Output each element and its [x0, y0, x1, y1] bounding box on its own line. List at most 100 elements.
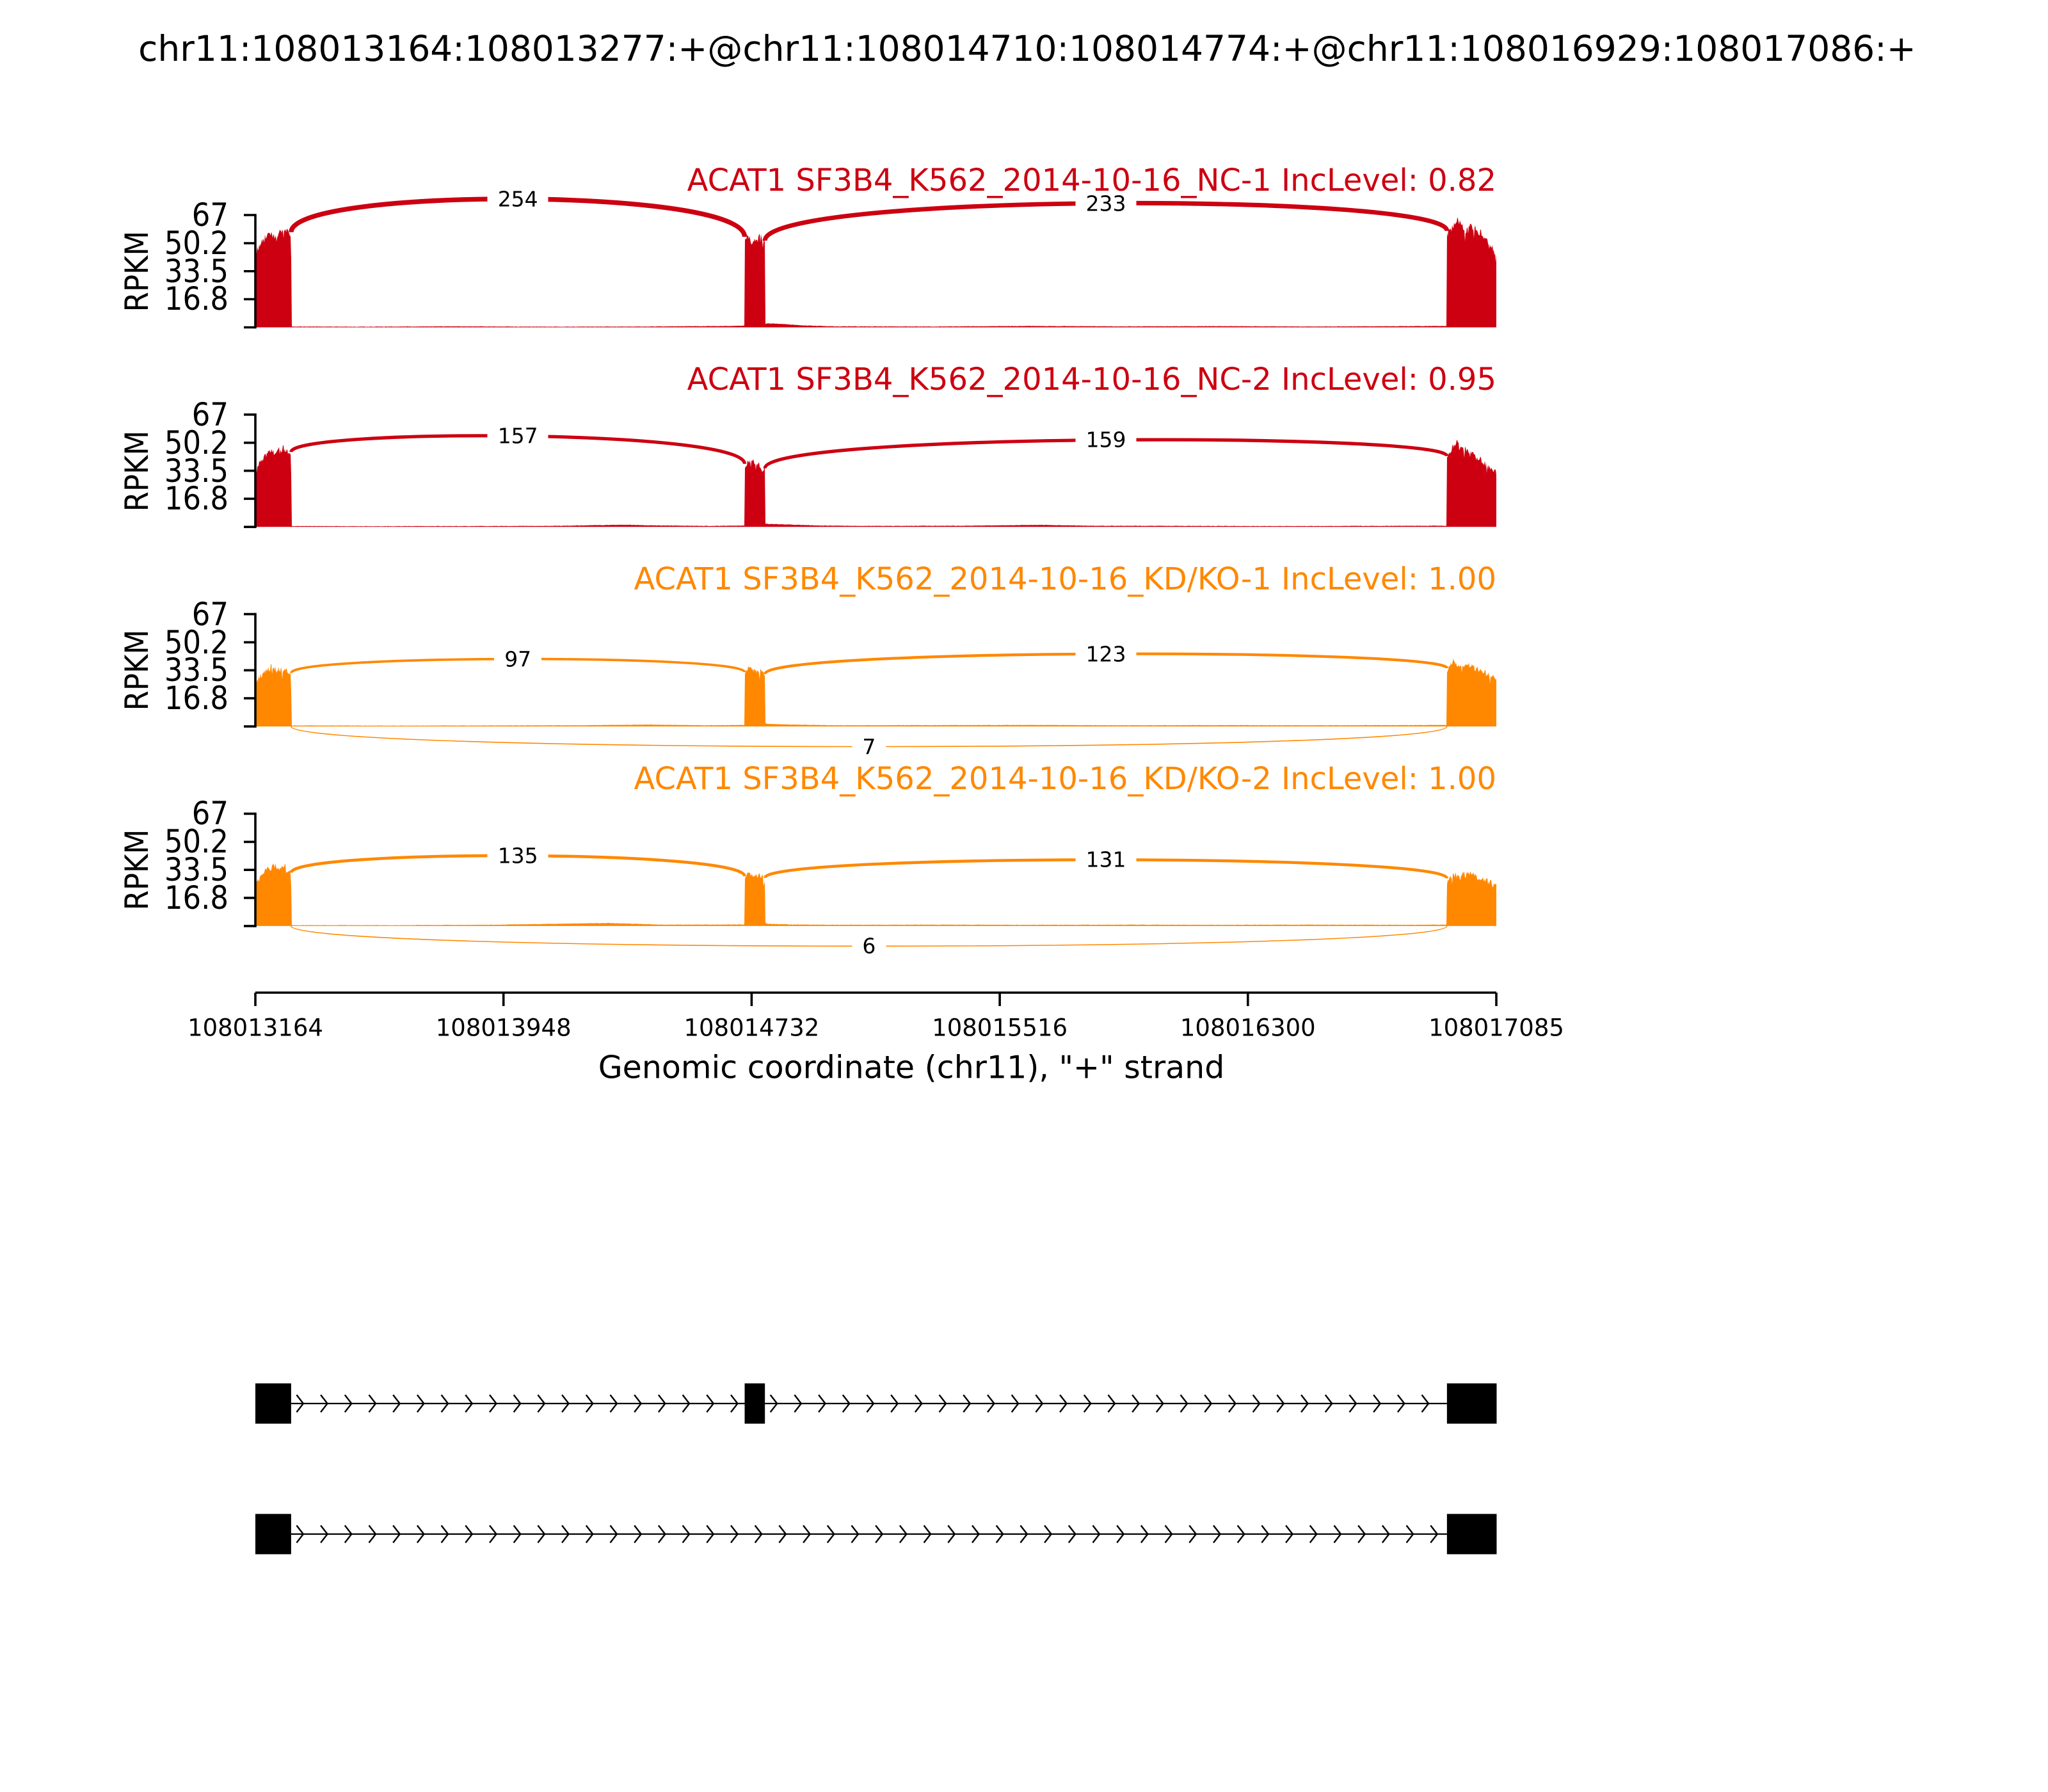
intron-arrow-icon: [963, 1394, 972, 1413]
intron-arrow-icon: [440, 1524, 449, 1544]
xtick-108013164: 108013164: [188, 1014, 323, 1042]
intron-arrow-icon: [1236, 1524, 1245, 1544]
intron-arrow-icon: [875, 1524, 884, 1544]
track-0-ytick-16.8: 16.8: [164, 280, 228, 318]
intron-arrow-icon: [1285, 1524, 1294, 1544]
intron-arrow-icon: [706, 1394, 715, 1413]
xtick-108016300: 108016300: [1180, 1014, 1316, 1042]
xtick-108017085: 108017085: [1428, 1014, 1564, 1042]
track-3-junction-count-6: 6: [852, 933, 886, 959]
intron-arrow-icon: [1155, 1394, 1164, 1413]
intron-arrow-icon: [1405, 1524, 1414, 1544]
intron-arrow-icon: [609, 1394, 618, 1413]
intron-arrow-icon: [1333, 1524, 1342, 1544]
intron-arrow-icon: [947, 1524, 956, 1544]
intron-arrow-icon: [296, 1394, 305, 1413]
track-1-ytick-50.2: 50.2: [164, 424, 228, 461]
intron-arrow-icon: [1213, 1524, 1222, 1544]
track-3-ytick-67: 67: [191, 795, 228, 833]
track-0-junction-count-254: 254: [487, 186, 548, 212]
intron-arrow-icon: [1373, 1394, 1382, 1413]
track-1-ylabel: RPKM: [118, 430, 156, 511]
track-0-ylabel: RPKM: [118, 230, 156, 312]
intron-arrow-icon: [803, 1524, 812, 1544]
track-1-ytick-67: 67: [191, 396, 228, 433]
intron-arrow-icon: [657, 1394, 666, 1413]
xtick-108014732: 108014732: [684, 1014, 820, 1042]
track-2-junction-count-7: 7: [852, 734, 886, 760]
intron-arrow-icon: [890, 1394, 899, 1413]
intron-arrow-icon: [320, 1394, 329, 1413]
track-2-ytick-16.8: 16.8: [164, 680, 228, 717]
intron-arrow-icon: [465, 1524, 474, 1544]
track-2-ytick-33.5: 33.5: [164, 652, 228, 689]
intron-arrow-icon: [899, 1524, 908, 1544]
intron-arrow-icon: [1092, 1524, 1101, 1544]
track-3-junction-count-131: 131: [1075, 847, 1137, 872]
intron-arrow-icon: [1430, 1524, 1439, 1544]
intron-arrow-icon: [1188, 1524, 1197, 1544]
track-0-ytick-50.2: 50.2: [164, 225, 228, 262]
xtick-108013948: 108013948: [435, 1014, 572, 1042]
track-0-ytick-33.5: 33.5: [164, 252, 228, 290]
isoform-0-exon-1: [744, 1383, 765, 1424]
intron-arrow-icon: [344, 1524, 353, 1544]
track-1-junction-count-159: 159: [1075, 427, 1137, 452]
x-axis-label: Genomic coordinate (chr11), "+" strand: [598, 1049, 1225, 1086]
intron-arrow-icon: [634, 1524, 643, 1544]
track-0-y-axis: [244, 214, 257, 329]
isoform-0: [255, 1383, 1497, 1424]
intron-arrow-icon: [320, 1524, 329, 1544]
intron-arrow-icon: [513, 1394, 522, 1413]
intron-arrow-icon: [1116, 1524, 1125, 1544]
track-3-coverage: [255, 863, 1496, 926]
intron-arrow-icon: [1132, 1394, 1140, 1413]
intron-arrow-icon: [465, 1394, 474, 1413]
isoform-0-exon-2: [1446, 1383, 1497, 1424]
track-0-coverage: [255, 217, 1496, 328]
intron-arrow-icon: [826, 1524, 835, 1544]
track-1-ytick-33.5: 33.5: [164, 452, 228, 490]
intron-arrow-icon: [1324, 1394, 1333, 1413]
intron-arrow-icon: [1140, 1524, 1149, 1544]
intron-arrow-icon: [1396, 1394, 1405, 1413]
intron-arrow-icon: [585, 1394, 594, 1413]
track-3-junction-count-135: 135: [487, 843, 548, 868]
intron-arrow-icon: [489, 1524, 498, 1544]
intron-arrow-icon: [416, 1524, 425, 1544]
track-3-y-axis: [244, 812, 257, 927]
track-0-ytick-67: 67: [191, 196, 228, 234]
track-2-junction-count-97: 97: [494, 646, 542, 672]
track-0-junction-count-233: 233: [1075, 191, 1137, 216]
track-0: [244, 196, 1496, 329]
intron-arrow-icon: [609, 1524, 618, 1544]
intron-arrow-icon: [754, 1524, 763, 1544]
xtick-108015516: 108015516: [932, 1014, 1068, 1042]
intron-arrow-icon: [1044, 1524, 1053, 1544]
intron-arrow-icon: [1300, 1394, 1309, 1413]
track-2-label: ACAT1 SF3B4_K562_2014-10-16_KD/KO-1 IncL…: [634, 561, 1496, 598]
intron-arrow-icon: [1204, 1394, 1213, 1413]
track-1-y-axis: [244, 413, 257, 529]
intron-arrow-icon: [657, 1524, 666, 1544]
intron-arrow-icon: [818, 1394, 827, 1413]
intron-arrow-icon: [368, 1394, 377, 1413]
track-2-ytick-67: 67: [191, 595, 228, 633]
track-3-label: ACAT1 SF3B4_K562_2014-10-16_KD/KO-2 IncL…: [634, 760, 1496, 797]
isoform-1: [255, 1514, 1497, 1555]
intron-arrow-icon: [489, 1394, 498, 1413]
track-0-label: ACAT1 SF3B4_K562_2014-10-16_NC-1 IncLeve…: [687, 162, 1496, 198]
intron-arrow-icon: [682, 1524, 691, 1544]
track-3-ylabel: RPKM: [118, 829, 156, 911]
intron-arrow-icon: [537, 1524, 546, 1544]
intron-arrow-icon: [368, 1524, 377, 1544]
intron-arrow-icon: [513, 1524, 522, 1544]
intron-arrow-icon: [851, 1524, 860, 1544]
intron-arrow-icon: [938, 1394, 947, 1413]
intron-arrow-icon: [706, 1524, 715, 1544]
intron-arrow-icon: [1252, 1394, 1261, 1413]
intron-arrow-icon: [1309, 1524, 1318, 1544]
plot-title: chr11:108013164:108013277:+@chr11:108014…: [138, 28, 1916, 69]
track-3-ytick-50.2: 50.2: [164, 823, 228, 861]
